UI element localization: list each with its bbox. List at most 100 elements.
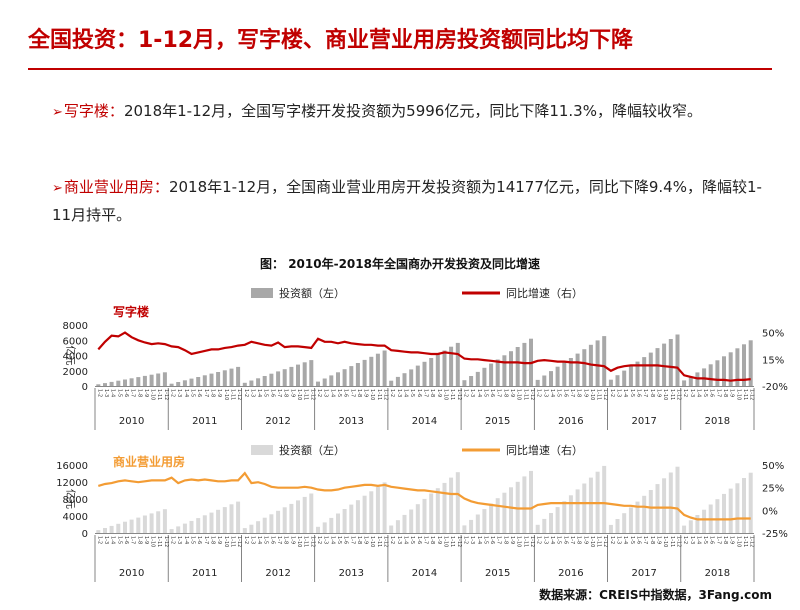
chart-legend: 投资额（左） 同比增速（右） (251, 286, 583, 300)
month-tick-label: 1-12 (529, 536, 535, 547)
month-tick-label: 1-3 (103, 389, 109, 397)
month-tick-label: 1-12 (602, 536, 608, 547)
month-tick-label: 1-11 (156, 389, 162, 400)
month-tick-label: 1-11 (449, 536, 455, 547)
bar (648, 352, 653, 386)
month-tick-label: 1-6 (709, 389, 715, 397)
title-divider (28, 68, 772, 70)
month-tick-label: 1-11 (303, 389, 309, 400)
month-tick-label: 1-7 (569, 389, 575, 397)
year-label: 2011 (192, 568, 217, 579)
month-tick-label: 1-11 (742, 536, 748, 547)
data-source: 数据来源：CREIS中指数据，3Fang.com (539, 588, 772, 602)
month-tick-label: 1-2 (316, 389, 322, 397)
bar (402, 373, 407, 386)
bullet-text: 2018年1-12月，全国写字楼开发投资额为5996亿元，同比下降11.3%，降… (123, 102, 702, 120)
bar (362, 495, 367, 533)
month-tick-label: 1-8 (576, 536, 582, 544)
month-tick-label: 1-4 (110, 389, 116, 397)
month-tick-label: 1-9 (582, 389, 588, 397)
month-tick-label: 1-4 (329, 536, 335, 544)
month-ticks: 1-2 1-3 1-4 1-5 1-6 1-7 1-8 1-9 1-10 1-11 1-12 1-2 1… (96, 389, 754, 400)
bar (648, 490, 653, 533)
bar (103, 528, 107, 533)
bar (182, 380, 187, 386)
month-tick-label: 1-6 (636, 389, 642, 397)
y-tick-label: 4000 (63, 352, 88, 363)
year-label: 2014 (412, 416, 437, 427)
bar (675, 334, 680, 386)
bar (555, 366, 560, 386)
month-tick-label: 1-5 (702, 389, 708, 397)
bar (269, 514, 274, 533)
month-tick-label: 1-3 (689, 536, 695, 544)
month-tick-label: 1-5 (116, 389, 122, 397)
year-label: 2017 (631, 416, 656, 427)
bar (429, 358, 434, 386)
bar (129, 378, 134, 386)
month-tick-label: 1-8 (136, 536, 142, 544)
bar (462, 380, 467, 386)
year-label: 2015 (485, 416, 510, 427)
month-tick-label: 1-7 (349, 536, 355, 544)
month-tick-label: 1-4 (403, 536, 409, 544)
month-tick-label: 1-10 (589, 536, 595, 547)
bar (296, 364, 300, 386)
bar (302, 362, 307, 386)
month-tick-label: 1-10 (443, 536, 449, 547)
month-tick-label: 1-5 (629, 536, 635, 544)
bar (695, 515, 700, 533)
month-tick-label: 1-9 (656, 536, 662, 544)
month-tick-label: 1-3 (249, 536, 255, 544)
bar (722, 493, 726, 533)
month-tick-label: 1-9 (289, 389, 295, 397)
month-tick-label: 1-12 (456, 536, 462, 547)
bullet-separator: ： (153, 178, 169, 196)
bar (222, 370, 227, 386)
bar (415, 365, 420, 386)
bar (702, 509, 707, 533)
month-tick-label: 1-2 (316, 536, 322, 544)
month-tick-label: 1-6 (416, 389, 422, 397)
bar (236, 501, 241, 533)
bar (735, 348, 740, 386)
bar (549, 513, 553, 533)
bar (588, 477, 593, 533)
month-tick-label: 1-6 (269, 389, 275, 397)
month-tick-label: 1-2 (389, 389, 395, 397)
bar (355, 363, 360, 386)
bar (369, 491, 374, 533)
bar (715, 360, 720, 386)
year-label: 2016 (558, 568, 583, 579)
bar (455, 342, 460, 386)
year-label: 2011 (192, 416, 217, 427)
bar (668, 339, 673, 386)
month-tick-label: 1-3 (396, 389, 402, 397)
month-tick-label: 1-11 (376, 536, 382, 547)
month-ticks: 1-2 1-3 1-4 1-5 1-6 1-7 1-8 1-9 1-10 1-11 1-12 1-2 1… (96, 536, 754, 547)
bar (395, 376, 400, 386)
bar (642, 495, 647, 533)
bar (189, 378, 194, 386)
bar (142, 375, 147, 386)
month-tick-label: 1-5 (263, 536, 269, 544)
year-label: 2015 (485, 568, 510, 579)
month-tick-label: 1-8 (356, 389, 362, 397)
year-label: 2014 (412, 568, 437, 579)
month-tick-label: 1-11 (522, 389, 528, 400)
office-chart: 投资额（左） 同比增速（右） 写字楼 0 2000 4000 6000 8000 亿元 -20% 1… (63, 286, 788, 430)
bar (469, 519, 474, 533)
bar (362, 359, 367, 386)
month-tick-label: 1-4 (622, 389, 628, 397)
bar (162, 372, 167, 386)
bar (309, 360, 314, 386)
bar (509, 351, 513, 386)
bar (282, 507, 287, 533)
month-tick-label: 1-5 (116, 536, 122, 544)
bar (542, 518, 547, 533)
bar (429, 493, 434, 533)
month-tick-label: 1-8 (429, 536, 435, 544)
month-tick-label: 1-4 (549, 536, 555, 544)
month-tick-label: 1-8 (502, 536, 508, 544)
